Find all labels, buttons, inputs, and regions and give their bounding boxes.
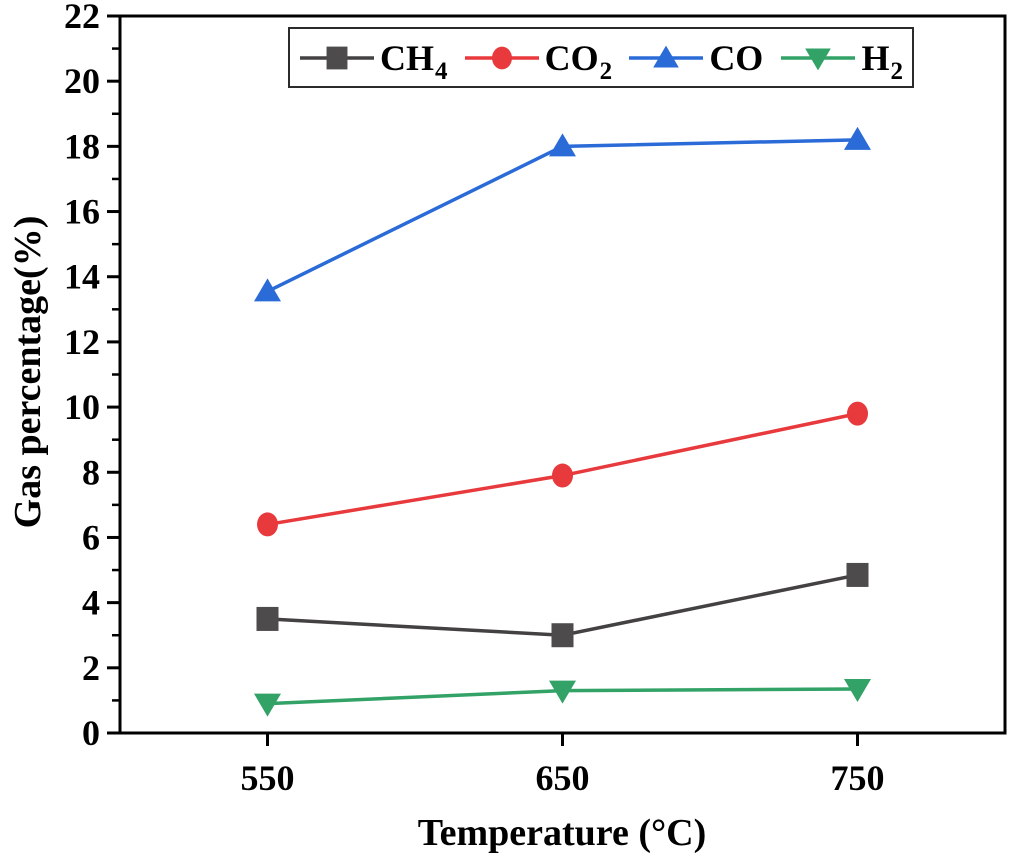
y-tick-label-16: 16 [64,192,100,232]
marker-CO2-550 [257,512,278,537]
legend-entry-CO2: CO2 [463,36,613,84]
marker-CO2-750 [847,401,868,426]
marker-H2-550 [254,693,281,717]
y-tick-label-0: 0 [82,713,100,753]
legend-square-icon [300,46,374,69]
legend-label-sub-H2: 2 [890,57,903,85]
marker-CO-550 [254,278,281,302]
legend-triangle-down-icon [781,48,856,70]
legend-triangle-up-icon [629,45,704,67]
y-tick-label-18: 18 [64,126,100,166]
y-tick-label-2: 2 [82,648,100,688]
marker-CH4-750 [846,562,869,587]
legend-marker-CO [653,45,680,67]
legend-entry-H2: H2 [779,36,903,84]
legend-marker-H2 [805,48,832,70]
legend-label-sub-CO2: 2 [599,57,613,85]
x-tick-label-650: 650 [536,758,590,798]
legend-circle-icon [464,46,539,69]
y-tick-label-10: 10 [64,387,100,427]
y-axis-title: Gas percentage(%) [7,215,49,529]
y-tick-label-12: 12 [64,322,100,362]
x-tick-label-550: 550 [241,758,295,798]
legend-label-sub-CH4: 4 [435,57,448,85]
legend-entry-CO: CO [627,36,763,80]
legend-label-main-CH4: CH [380,37,434,78]
y-tick-label-8: 8 [82,452,100,492]
series-line-CO [266,138,858,293]
marker-CH4-650 [551,623,574,648]
legend-label-main-CO: CO [709,37,764,78]
y-tick-label-6: 6 [82,517,100,557]
x-axis-title: Temperature (°C) [417,812,707,854]
marker-H2-650 [549,680,576,704]
legend-label-CO2: CO2 [544,37,613,84]
marker-CO-750 [844,126,871,150]
legend-marker-CH4 [326,46,348,69]
legend-label-main-CO2: CO [544,37,599,78]
y-tick-label-14: 14 [64,257,100,297]
chart-legend: CH4 CO2 CO H2 [288,27,914,88]
legend-label-H2: H2 [861,37,903,84]
marker-H2-750 [844,679,871,703]
x-tick-label-750: 750 [831,758,885,798]
y-tick-label-20: 20 [64,61,100,101]
marker-CO2-650 [552,463,573,488]
marker-CO-650 [549,133,576,157]
legend-marker-CO2 [491,46,512,69]
legend-label-CH4: CH4 [380,37,448,84]
legend-entry-CH4: CH4 [298,36,448,84]
legend-label-main-H2: H [861,37,890,78]
marker-CH4-550 [256,606,279,631]
y-tick-label-4: 4 [82,583,100,623]
legend-label-CO: CO [709,40,763,76]
y-tick-label-22: 22 [64,0,100,36]
